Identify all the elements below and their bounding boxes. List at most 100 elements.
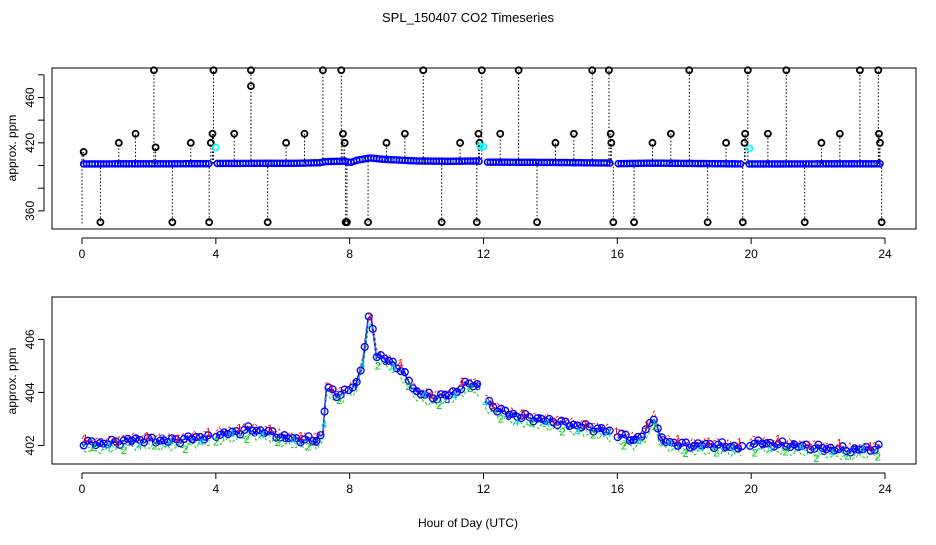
- outlier-point: [437, 218, 446, 227]
- series-4-marker: 4: [321, 419, 327, 431]
- series-marker: [216, 430, 225, 439]
- outlier-point: [514, 66, 523, 75]
- series-2-marker: 2: [683, 448, 689, 460]
- series-marker: [115, 440, 124, 449]
- series-1-marker: 1: [867, 441, 873, 453]
- flagged-point: [745, 144, 754, 153]
- series-marker: [220, 428, 229, 437]
- outlier-point: [533, 218, 541, 227]
- series-3-marker: 3: [721, 442, 727, 454]
- series-marker: [806, 445, 815, 454]
- series-marker: [304, 432, 313, 441]
- series-marker: [175, 439, 185, 448]
- series-marker: [798, 441, 807, 450]
- series-marker: [726, 443, 735, 452]
- series-marker: [340, 385, 349, 394]
- series-marker: [320, 407, 329, 416]
- outlier-point: [782, 66, 791, 75]
- series-marker: [734, 444, 743, 453]
- top-x-tick-label: 20: [744, 247, 758, 261]
- series-marker: [770, 442, 779, 451]
- series-marker: [384, 356, 393, 365]
- series-4-marker: 4: [167, 437, 173, 449]
- series-marker: [212, 432, 221, 441]
- series-3-marker: 3: [98, 437, 104, 449]
- bottom-y-tick-label: 404: [23, 382, 37, 402]
- outlier-point: [96, 218, 105, 227]
- bottom-x-tick-label: 12: [477, 482, 491, 496]
- data-point-qc: [662, 162, 666, 165]
- series-marker: [641, 425, 650, 434]
- series-3-marker: 3: [506, 411, 512, 423]
- series-marker: [252, 426, 261, 435]
- series-3-marker: 3: [190, 434, 196, 446]
- series-2-marker: 2: [467, 383, 473, 395]
- outlier-point: [131, 129, 140, 138]
- series-2-marker: 2: [336, 395, 342, 407]
- series-3-marker: 3: [759, 439, 765, 451]
- outlier-point: [474, 129, 483, 138]
- series-4-marker: 4: [798, 442, 804, 454]
- series-marker: [573, 421, 582, 430]
- data-point-qc: [602, 161, 606, 165]
- series-2-marker: 2: [90, 442, 96, 454]
- outlier-point: [282, 138, 290, 147]
- series-marker: [388, 357, 397, 366]
- series-marker: [260, 429, 269, 438]
- series-2-marker: 2: [713, 448, 719, 460]
- series-4-marker: 4: [421, 390, 427, 402]
- series-marker: [192, 433, 201, 442]
- series-marker: [810, 444, 819, 453]
- series-1-marker: 1: [736, 437, 742, 449]
- outlier-point: [477, 66, 486, 75]
- series-marker: [489, 402, 498, 412]
- bottom-x-axis: 0 4 8 12 16 20 24: [79, 472, 892, 496]
- series-marker: [762, 439, 771, 448]
- series-marker: [264, 426, 273, 436]
- series-2-marker: 2: [213, 436, 219, 448]
- outlier-point: [877, 218, 886, 227]
- data-point-qc: [753, 162, 756, 166]
- series-marker: [184, 432, 193, 441]
- series-marker: [681, 438, 690, 447]
- outlier-point: [876, 138, 884, 147]
- outlier-point: [606, 129, 615, 138]
- outlier-point: [722, 138, 730, 147]
- series-3-marker: 3: [690, 441, 696, 453]
- bottom-plot-frame: [51, 296, 917, 465]
- series-2-marker: 2: [436, 400, 442, 412]
- series-marker: [432, 395, 442, 404]
- series-marker: [436, 390, 446, 399]
- series-4-marker: 4: [860, 444, 866, 456]
- series-marker: [537, 414, 546, 423]
- series-marker: [440, 390, 450, 399]
- data-point-qc: [120, 162, 124, 166]
- bottom-y-tick-label: 402: [23, 435, 37, 455]
- series-marker: [746, 441, 755, 450]
- outlier-point: [263, 218, 272, 227]
- series-marker: [344, 386, 353, 395]
- data-point: [606, 159, 614, 167]
- series-marker: [758, 439, 767, 448]
- outlier-point: [630, 218, 638, 227]
- series-4-marker: 4: [829, 448, 835, 460]
- outlier-point: [740, 138, 749, 147]
- series-marker: [701, 439, 711, 448]
- data-point-qc: [542, 161, 545, 164]
- series-marker: [248, 426, 257, 435]
- series-marker: [617, 429, 626, 438]
- series-1-marker: 1: [367, 311, 373, 323]
- series-3-marker: 3: [659, 435, 665, 447]
- series-1-marker: 1: [205, 427, 211, 439]
- data-point-qc: [271, 162, 274, 165]
- series-1-marker: 1: [113, 437, 119, 449]
- bottom-x-tick-label: 16: [611, 482, 625, 496]
- series-4-marker: 4: [198, 437, 204, 449]
- series-marker: [308, 436, 317, 445]
- outlier-point: [208, 129, 217, 138]
- series-marker: [505, 410, 514, 419]
- series-marker: [565, 421, 574, 431]
- outlier-point: [300, 129, 309, 138]
